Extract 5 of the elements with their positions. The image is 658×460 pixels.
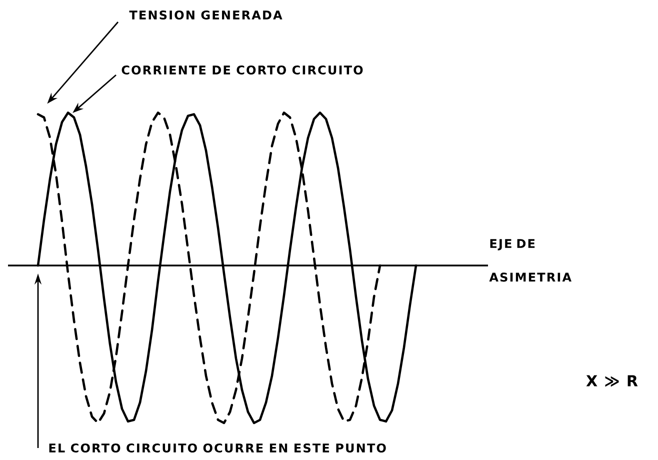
text: TENSION GENERADA [129,10,282,20]
text: EL CORTO CIRCUITO OCURRE EN ESTE PUNTO [49,443,386,453]
text: EJE DE ASIMETRIA [489,239,572,282]
text: CORRIENTE DE CORTO CIRCUITO [122,65,363,75]
text: X ≫ R [586,375,638,387]
